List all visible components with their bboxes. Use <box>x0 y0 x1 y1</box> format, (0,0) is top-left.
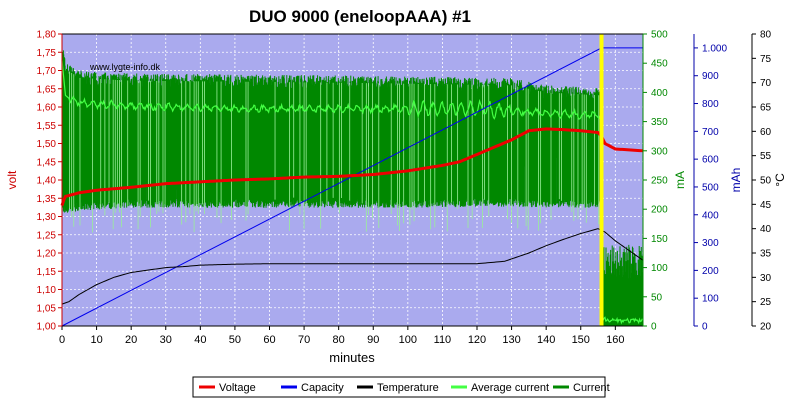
axis-label-ma: mA <box>673 171 687 189</box>
tick-label-volt: 1,35 <box>37 194 57 205</box>
tick-label-volt: 1,70 <box>37 66 57 77</box>
legend-label: Capacity <box>301 382 344 394</box>
tick-label-ma: 50 <box>651 292 663 303</box>
tick-label-temp: 80 <box>760 30 772 41</box>
tick-label-mah: 700 <box>702 127 719 138</box>
legend-item: Capacity <box>281 382 344 394</box>
series-marks <box>60 34 644 327</box>
tick-label-temp: 75 <box>760 54 772 65</box>
x-tick-label: 10 <box>90 334 102 346</box>
x-tick-label: 70 <box>298 334 310 346</box>
legend-label: Temperature <box>377 382 439 394</box>
tick-label-ma: 250 <box>651 176 668 187</box>
x-tick-label: 110 <box>434 334 452 346</box>
legend: Voltage Capacity Temperature Average curren… <box>192 376 610 398</box>
x-tick-label: 60 <box>263 334 275 346</box>
axis-label-temp: °C <box>773 173 787 187</box>
x-tick-label: 50 <box>229 334 241 346</box>
tick-label-temp: 30 <box>760 273 772 284</box>
tick-label-mah: 800 <box>702 99 719 110</box>
legend-item: Temperature <box>357 382 439 394</box>
tick-label-volt: 1,05 <box>37 303 57 314</box>
x-tick-label: 40 <box>194 334 206 346</box>
x-tick-label: 150 <box>572 334 590 346</box>
tick-label-volt: 1,10 <box>37 285 57 296</box>
tick-label-ma: 150 <box>651 234 668 245</box>
tick-label-mah: 500 <box>702 182 719 193</box>
tick-label-mah: 400 <box>702 210 719 221</box>
tick-label-ma: 0 <box>651 322 657 333</box>
tick-label-volt: 1,50 <box>37 139 57 150</box>
x-tick-label: 20 <box>125 334 137 346</box>
legend-item: Current <box>553 382 610 394</box>
tick-label-mah: 200 <box>702 266 719 277</box>
legend-label: Current <box>573 382 610 394</box>
tick-label-temp: 60 <box>760 127 772 138</box>
x-tick-label: 140 <box>537 334 555 346</box>
axis-label-mah: mAh <box>729 168 743 193</box>
x-tick-label: 90 <box>367 334 379 346</box>
tick-label-volt: 1,20 <box>37 249 57 260</box>
legend-item: Voltage <box>199 382 256 394</box>
tick-label-ma: 200 <box>651 205 668 216</box>
tick-label-ma: 100 <box>651 263 668 274</box>
tick-label-ma: 450 <box>651 59 668 70</box>
tick-label-ma: 350 <box>651 117 668 128</box>
tick-label-mah: 100 <box>702 294 719 305</box>
tick-label-temp: 45 <box>760 200 772 211</box>
tick-label-mah: 0 <box>702 322 708 333</box>
tick-label-temp: 20 <box>760 322 772 333</box>
tick-label-ma: 300 <box>651 146 668 157</box>
tick-label-volt: 1,15 <box>37 267 57 278</box>
tick-label-volt: 1,40 <box>37 176 57 187</box>
x-tick-label: 160 <box>606 334 624 346</box>
legend-label: Voltage <box>219 382 256 394</box>
legend-item: Average current <box>451 382 549 394</box>
tick-label-temp: 50 <box>760 176 772 187</box>
x-tick-label: 30 <box>160 334 172 346</box>
tick-label-mah: 300 <box>702 238 719 249</box>
x-tick-label: 0 <box>59 334 65 346</box>
legend-label: Average current <box>471 382 549 394</box>
tick-label-volt: 1,80 <box>37 30 57 41</box>
tick-label-volt: 1,45 <box>37 157 57 168</box>
x-tick-label: 130 <box>502 334 520 346</box>
tick-label-volt: 1,30 <box>37 212 57 223</box>
tick-label-mah: 600 <box>702 155 719 166</box>
tick-label-ma: 400 <box>651 88 668 99</box>
series-voltage <box>60 127 644 207</box>
tick-label-mah: 1.000 <box>702 43 727 54</box>
axes: 0 10 20 30 40 50 60 70 80 90 100 110 120 130 140 150 160… <box>5 30 787 347</box>
tick-label-ma: 500 <box>651 30 668 41</box>
x-axis-label: minutes <box>329 350 375 365</box>
watermark: www.lygte-info.dk <box>89 62 161 72</box>
tick-label-temp: 35 <box>760 249 772 260</box>
series-current <box>61 50 644 326</box>
series-average-current <box>61 60 644 325</box>
tick-label-temp: 65 <box>760 103 772 114</box>
axis-label-volt: volt <box>5 170 19 189</box>
tick-label-volt: 1,00 <box>37 322 57 333</box>
tick-label-volt: 1,25 <box>37 230 57 241</box>
tick-label-temp: 55 <box>760 151 772 162</box>
chart-title: DUO 9000 (eneloopAAA) #1 <box>249 7 471 26</box>
legend-box <box>192 376 606 398</box>
x-tick-label: 80 <box>333 334 345 346</box>
tick-label-volt: 1,75 <box>37 48 57 59</box>
series-temperature <box>61 228 644 305</box>
tick-label-temp: 25 <box>760 297 772 308</box>
tick-label-mah: 900 <box>702 71 719 82</box>
tick-label-temp: 40 <box>760 224 772 235</box>
tick-label-temp: 70 <box>760 78 772 89</box>
tick-label-volt: 1,60 <box>37 103 57 114</box>
x-tick-label: 120 <box>468 334 486 346</box>
x-tick-label: 100 <box>399 334 417 346</box>
tick-label-volt: 1,65 <box>37 84 57 95</box>
tick-label-volt: 1,55 <box>37 121 57 132</box>
